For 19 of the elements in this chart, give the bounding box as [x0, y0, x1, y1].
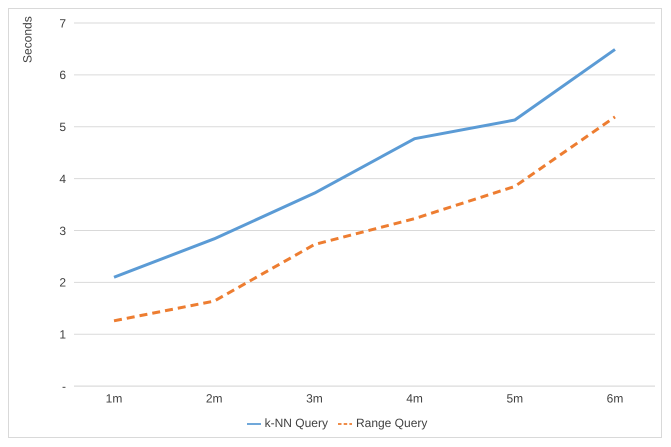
x-tick-label: 6m: [606, 392, 624, 406]
x-tick-label: 4m: [406, 392, 423, 406]
y-tick-label: 2: [59, 276, 66, 290]
legend-label: Range Query: [356, 416, 428, 430]
y-tick-label: 3: [59, 224, 66, 238]
x-tick-label: 1m: [106, 392, 122, 406]
x-tick-label: 3m: [306, 392, 323, 406]
x-tick-label: 2m: [206, 392, 223, 406]
y-tick-label: 5: [59, 120, 66, 134]
y-tick-label: 4: [59, 172, 66, 186]
y-axis-title: Seconds: [20, 16, 35, 63]
line-series: [112, 48, 616, 279]
y-tick-label: -: [62, 379, 66, 394]
y-tick-label: 6: [59, 68, 66, 82]
y-tick-label: 1: [59, 328, 66, 342]
y-tick-label: 7: [59, 16, 66, 30]
x-tick-label: 5m: [506, 392, 524, 406]
legend-label: k-NN Query: [264, 416, 328, 430]
line-series: [112, 115, 616, 322]
